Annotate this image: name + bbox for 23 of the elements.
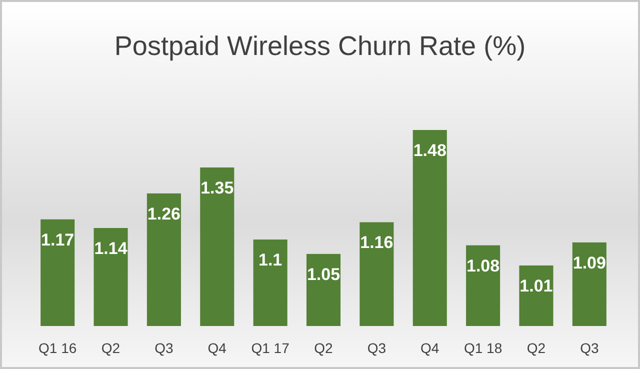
data-label: 1.17	[41, 230, 74, 250]
x-tick-label: Q4	[420, 340, 440, 356]
data-label: 1.14	[94, 239, 128, 258]
data-label: 1.48	[413, 141, 446, 160]
data-label: 1.08	[466, 256, 500, 276]
x-tick-label: Q2	[526, 340, 546, 356]
data-label: 1.01	[520, 276, 553, 296]
x-tick-label: Q2	[314, 340, 334, 356]
data-label: 1.16	[360, 233, 394, 252]
x-tick-label: Q4	[208, 340, 227, 356]
x-tick-label: Q1 17	[251, 340, 290, 356]
data-label: 1.35	[200, 178, 234, 198]
x-tick-label: Q1 18	[464, 340, 502, 356]
data-label: 1.26	[147, 204, 180, 224]
data-label: 1.1	[258, 250, 282, 270]
data-label: 1.05	[306, 264, 340, 284]
x-tick-label: Q3	[154, 340, 174, 356]
chart-title: Postpaid Wireless Churn Rate (%)	[114, 31, 526, 61]
x-tick-label: Q1 16	[38, 340, 77, 356]
x-tick-label: Q2	[101, 340, 120, 356]
x-tick-label: Q3	[580, 340, 599, 356]
x-tick-label: Q3	[367, 340, 386, 356]
data-label: 1.09	[572, 253, 606, 272]
